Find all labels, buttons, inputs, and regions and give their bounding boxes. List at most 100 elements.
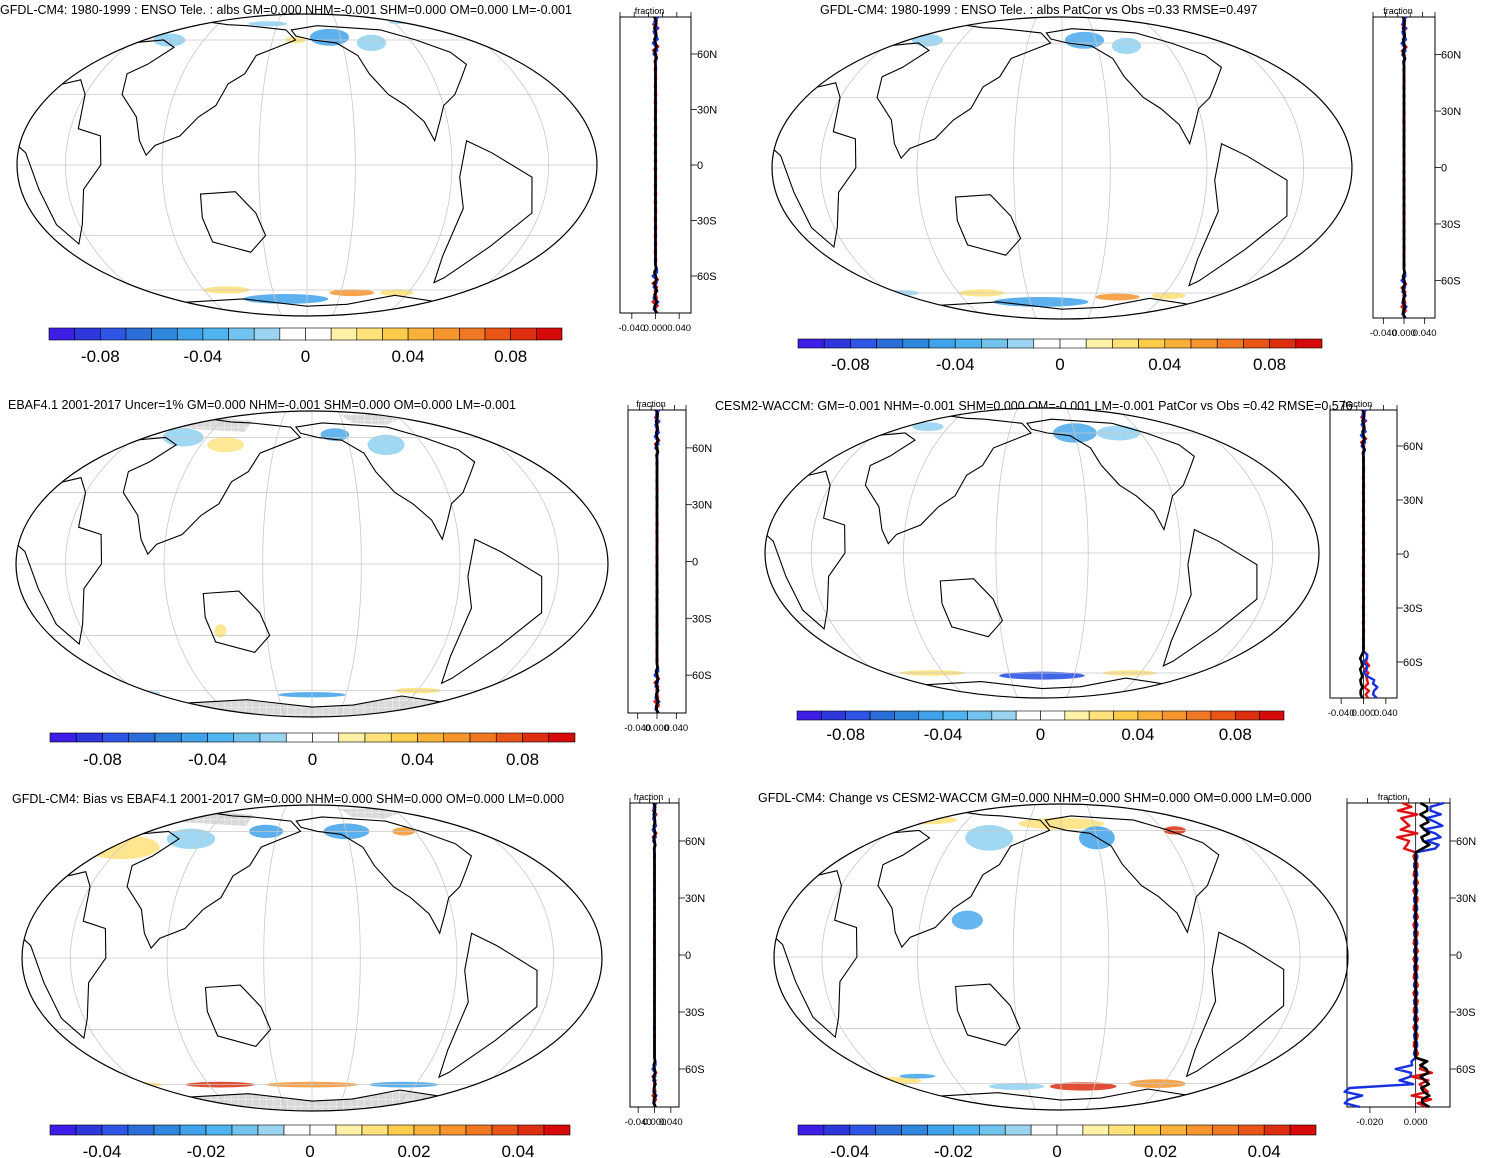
colorbar-swatch [1190, 338, 1218, 349]
colorbar-swatch [1160, 1124, 1187, 1136]
colorbar-swatch [821, 710, 846, 721]
profile-lat-label: 60S [1456, 1064, 1476, 1076]
colorbar-tick-label: 0.04 [1148, 355, 1181, 374]
anomaly-patch [993, 297, 1089, 307]
colorbar-swatch [207, 732, 235, 743]
colorbar-swatch [548, 732, 576, 743]
colorbar-swatch [283, 1124, 311, 1136]
colorbar-tick-label: -0.04 [936, 355, 975, 374]
colorbar-swatch [543, 1124, 571, 1136]
anomaly-patch [243, 294, 329, 304]
map-border [21, 804, 603, 1112]
panel-p1: GFDL-CM4: 1980-1999 : ENSO Tele. : albs … [0, 3, 717, 366]
colorbar-swatch [151, 327, 178, 341]
anomaly-patch [899, 1073, 936, 1079]
colorbar-tick-label: 0.04 [401, 750, 434, 769]
profile-x-tick-label: 0.000 [644, 323, 668, 334]
profile-lat-label: 60N [1441, 50, 1461, 62]
colorbar-swatch [1186, 1124, 1213, 1136]
colorbar: -0.08 -0.04 0 0.04 0.08 [796, 710, 1285, 744]
colorbar-swatch [202, 327, 229, 341]
profile-lat-label: 30N [692, 500, 712, 512]
colorbar-swatch [876, 338, 904, 349]
anomaly-patch [988, 1082, 1045, 1090]
colorbar-swatch [849, 1124, 876, 1136]
colorbar-tick-label: -0.08 [81, 347, 120, 366]
anomaly-patch [379, 289, 414, 297]
coastline-namerica [1026, 418, 1195, 532]
colorbar-swatch [1138, 338, 1166, 349]
profile-x-tick-label: 0.000 [1392, 328, 1416, 339]
colorbar-swatch [1238, 1124, 1265, 1136]
coastline-namerica [1044, 815, 1220, 934]
colorbar-swatch [356, 327, 383, 341]
colorbar-swatch [1216, 338, 1244, 349]
profile-x-tick-label: 0.000 [1352, 708, 1376, 719]
profile-lat-label: 30S [1403, 603, 1423, 615]
colorbar-swatch [231, 1124, 259, 1136]
colorbar-swatch [918, 710, 944, 721]
profile-lat-label: 30S [692, 613, 712, 625]
colorbar-swatch [364, 732, 392, 743]
colorbar-swatch [536, 327, 563, 341]
coastline-namerica [290, 25, 468, 143]
profile-curve-blue [1343, 801, 1445, 1109]
colorbar-swatch [1243, 338, 1270, 349]
coastline-samerica [1162, 528, 1258, 667]
profile-x-tick-label: -0.040 [625, 1117, 652, 1128]
world-map [21, 804, 603, 1112]
colorbar-swatch [510, 327, 537, 341]
map-border [773, 803, 1349, 1111]
colorbar-swatch [128, 732, 156, 743]
profile-axis-label: fraction [1383, 6, 1413, 16]
colorbar-swatch [1289, 1124, 1317, 1136]
profile-x-tick-label: 0.040 [1413, 328, 1437, 339]
world-map [764, 407, 1320, 699]
colorbar-swatch [1108, 1124, 1136, 1136]
colorbar-tick-label: 0 [301, 347, 310, 366]
colorbar-swatch [469, 732, 497, 743]
profile-lat-label: 60N [692, 443, 712, 455]
coastline-samerica [433, 139, 533, 284]
colorbar: -0.04 -0.02 0 0.02 0.04 [797, 1124, 1317, 1158]
coastline-africa [774, 870, 858, 1039]
colorbar-swatch [49, 1124, 77, 1136]
colorbar-swatch [439, 1124, 467, 1136]
world-map [773, 803, 1349, 1111]
colorbar-swatch [1015, 710, 1041, 721]
colorbar-swatch [253, 327, 281, 341]
colorbar-swatch [1161, 710, 1187, 721]
anomaly-patch [951, 910, 983, 930]
profile-lat-label: 0 [697, 160, 703, 172]
coastline-antarct [881, 297, 1243, 319]
coastline-samerica [1185, 931, 1285, 1078]
coastline-antarct [126, 294, 488, 316]
colorbar: -0.08 -0.04 0 0.04 0.08 [797, 338, 1323, 374]
profile-axis-label: fraction [636, 399, 666, 409]
colorbar-swatch [417, 732, 445, 743]
colorbar-tick-label: -0.04 [924, 725, 963, 744]
colorbar-swatch [1040, 710, 1066, 721]
colorbar-tick-label: 0.04 [1121, 725, 1154, 744]
colorbar-swatch [127, 1124, 155, 1136]
colorbar-swatch [413, 1124, 441, 1136]
colorbar-swatch [309, 1124, 337, 1136]
profile-lat-label: 30S [697, 216, 717, 228]
colorbar-tick-label: 0.08 [1219, 725, 1252, 744]
coastline-namerica [294, 422, 476, 541]
colorbar-swatch [1212, 1124, 1239, 1136]
colorbar-swatch [259, 732, 287, 743]
profile-lat-label: 30N [1441, 106, 1461, 118]
colorbar-tick-label: 0.04 [1248, 1142, 1281, 1158]
colorbar-swatch [382, 327, 409, 341]
panel-p2: GFDL-CM4: 1980-1999 : ENSO Tele. : albs … [771, 3, 1461, 374]
colorbar-swatch [522, 732, 550, 743]
colorbar: -0.08 -0.04 0 0.04 0.08 [48, 327, 563, 366]
colorbar-swatch [1059, 338, 1087, 349]
coastline-samerica [1188, 142, 1288, 287]
colorbar-swatch [894, 710, 920, 721]
profile-lat-label: 30S [1456, 1007, 1476, 1019]
profile-lat-label: 30N [1403, 495, 1423, 507]
colorbar-swatch [154, 732, 182, 743]
